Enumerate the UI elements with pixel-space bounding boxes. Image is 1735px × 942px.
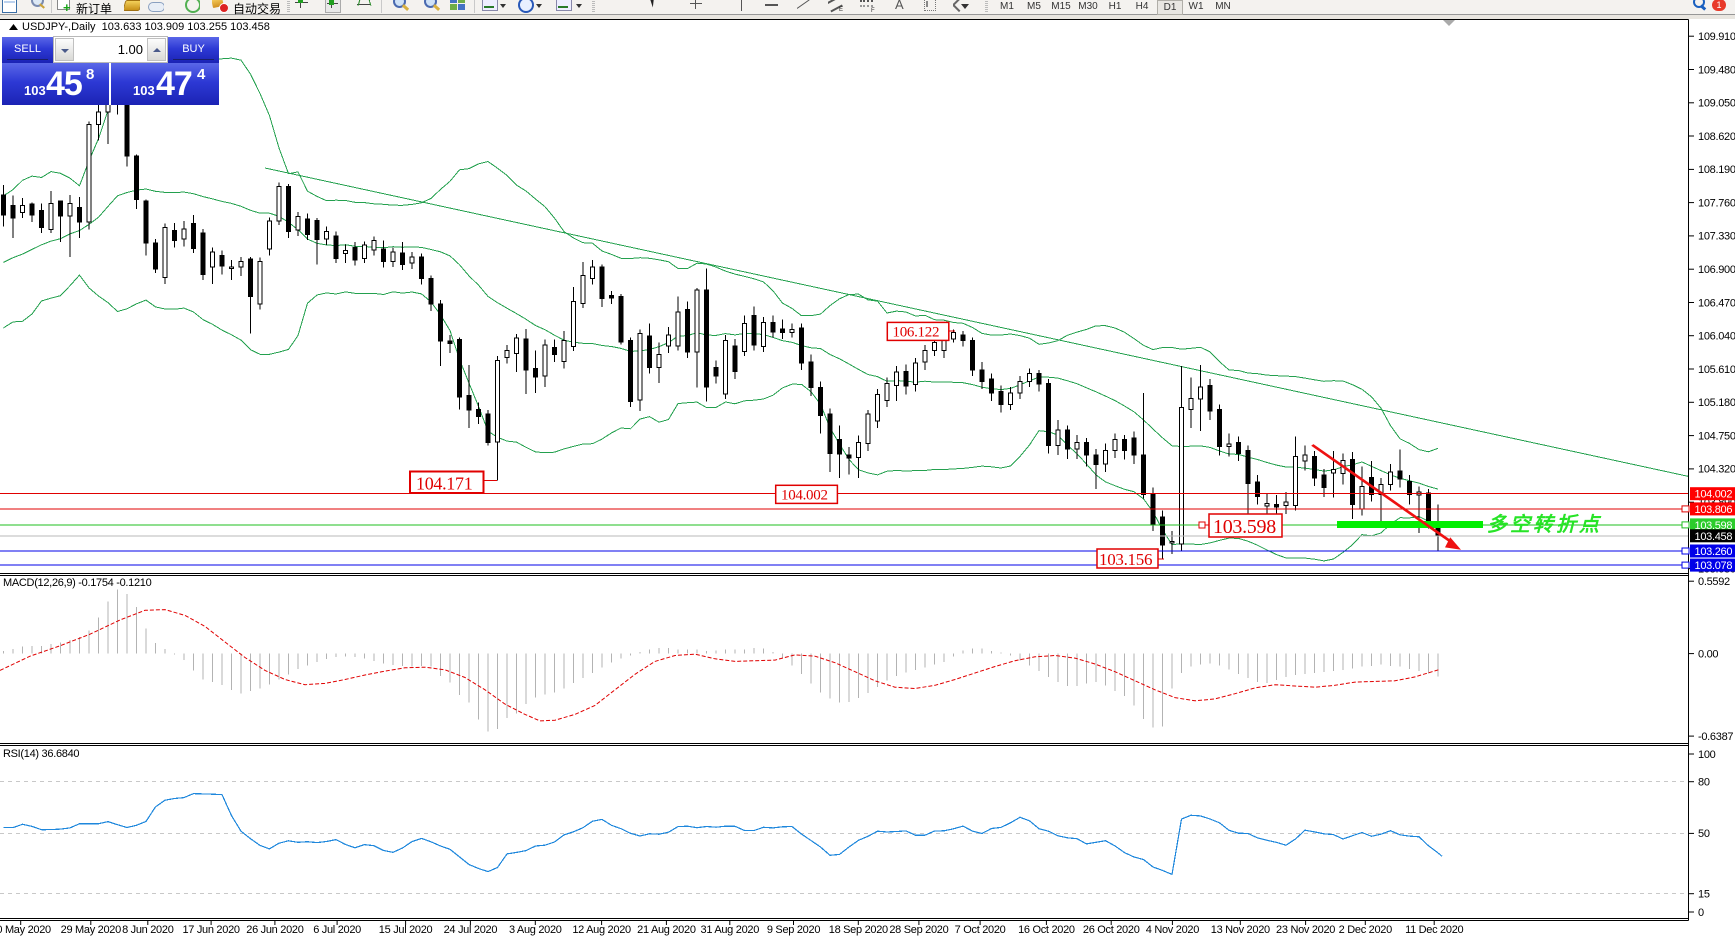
svg-text:0: 0 [1698, 907, 1704, 919]
svg-text:RSI(14) 36.6840: RSI(14) 36.6840 [3, 748, 79, 760]
svg-text:28 Sep 2020: 28 Sep 2020 [889, 924, 948, 936]
svg-text:80: 80 [1698, 777, 1710, 789]
svg-text:107.760: 107.760 [1698, 197, 1735, 209]
svg-text:11 Dec 2020: 11 Dec 2020 [1405, 924, 1463, 936]
svg-text:20 May 2020: 20 May 2020 [0, 924, 51, 936]
svg-text:2 Dec 2020: 2 Dec 2020 [1339, 924, 1392, 936]
svg-text:108.190: 108.190 [1698, 164, 1735, 176]
svg-text:50: 50 [1698, 828, 1710, 840]
svg-text:9 Sep 2020: 9 Sep 2020 [767, 924, 820, 936]
svg-text:105.610: 105.610 [1698, 364, 1735, 376]
svg-text:108.620: 108.620 [1698, 131, 1735, 143]
svg-text:16 Oct 2020: 16 Oct 2020 [1018, 924, 1075, 936]
svg-text:106.122: 106.122 [893, 325, 940, 341]
svg-text:103.078: 103.078 [1695, 560, 1733, 572]
svg-text:105.180: 105.180 [1698, 397, 1735, 409]
svg-text:103.156: 103.156 [1099, 550, 1152, 569]
svg-text:MACD(12,26,9) -0.1754 -0.1210: MACD(12,26,9) -0.1754 -0.1210 [3, 577, 152, 589]
svg-text:17 Jun 2020: 17 Jun 2020 [182, 924, 239, 936]
svg-text:7 Oct 2020: 7 Oct 2020 [955, 924, 1006, 936]
svg-text:4 Nov 2020: 4 Nov 2020 [1146, 924, 1199, 936]
svg-text:23 Nov 2020: 23 Nov 2020 [1276, 924, 1335, 936]
svg-text:21 Aug 2020: 21 Aug 2020 [637, 924, 696, 936]
svg-text:104.002: 104.002 [1695, 489, 1733, 501]
svg-text:15: 15 [1698, 889, 1710, 901]
svg-text:15 Jul 2020: 15 Jul 2020 [379, 924, 433, 936]
svg-text:6 Jul 2020: 6 Jul 2020 [313, 924, 361, 936]
svg-text:26 Oct 2020: 26 Oct 2020 [1083, 924, 1140, 936]
svg-text:109.050: 109.050 [1698, 98, 1735, 110]
svg-text:103.598: 103.598 [1695, 520, 1733, 532]
svg-text:106.040: 106.040 [1698, 331, 1735, 343]
svg-text:109.910: 109.910 [1698, 31, 1735, 43]
svg-text:0.5592: 0.5592 [1698, 576, 1730, 588]
svg-text:-0.6387: -0.6387 [1698, 731, 1733, 743]
svg-text:8 Jun 2020: 8 Jun 2020 [122, 924, 174, 936]
svg-text:104.171: 104.171 [416, 474, 472, 494]
svg-text:29 May 2020: 29 May 2020 [61, 924, 121, 936]
svg-text:24 Jul 2020: 24 Jul 2020 [444, 924, 498, 936]
svg-text:106.470: 106.470 [1698, 297, 1735, 309]
svg-text:多空转折点: 多空转折点 [1487, 513, 1602, 536]
svg-text:104.320: 104.320 [1698, 464, 1735, 476]
svg-text:107.330: 107.330 [1698, 231, 1735, 243]
svg-text:104.750: 104.750 [1698, 430, 1735, 442]
svg-text:3 Aug 2020: 3 Aug 2020 [509, 924, 562, 936]
svg-text:106.900: 106.900 [1698, 264, 1735, 276]
svg-text:103.260: 103.260 [1695, 546, 1733, 558]
svg-text:0.00: 0.00 [1698, 648, 1718, 660]
svg-text:103.458: 103.458 [1695, 531, 1733, 543]
svg-text:103.806: 103.806 [1695, 504, 1733, 516]
svg-text:104.002: 104.002 [781, 488, 828, 504]
svg-text:12 Aug 2020: 12 Aug 2020 [572, 924, 631, 936]
svg-text:103.598: 103.598 [1213, 516, 1276, 538]
svg-text:26 Jun 2020: 26 Jun 2020 [246, 924, 303, 936]
svg-text:31 Aug 2020: 31 Aug 2020 [701, 924, 760, 936]
svg-text:13 Nov 2020: 13 Nov 2020 [1211, 924, 1270, 936]
svg-text:100: 100 [1698, 749, 1716, 761]
svg-text:109.480: 109.480 [1698, 64, 1735, 76]
svg-text:18 Sep 2020: 18 Sep 2020 [829, 924, 888, 936]
